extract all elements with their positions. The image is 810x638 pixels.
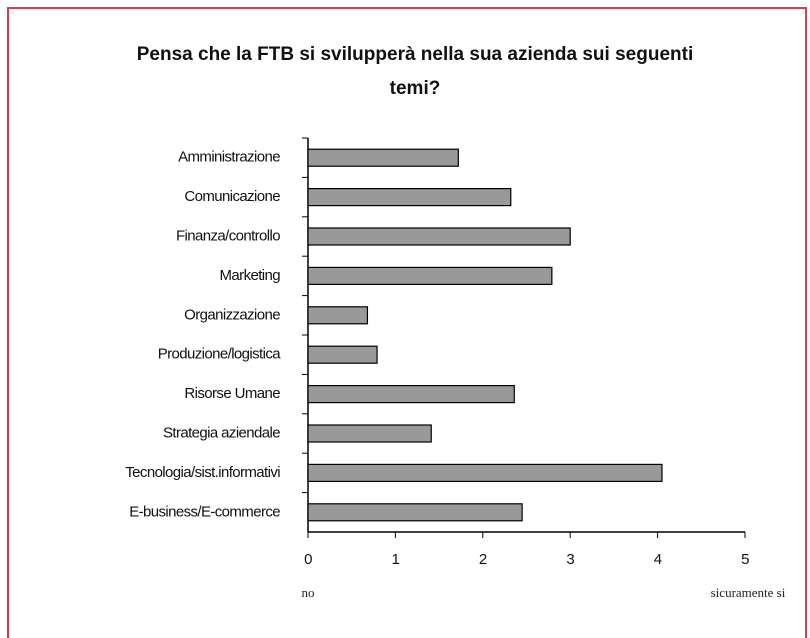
y-tick-label: Risorse Umane (184, 385, 280, 402)
y-tick-label: Finanza/controllo (176, 227, 280, 244)
bar (307, 188, 512, 207)
y-tick-label: Organizzazione (184, 306, 280, 323)
bar (307, 345, 378, 364)
annotation-high: sicuramente si (710, 585, 786, 600)
x-tick-label: 0 (304, 551, 312, 568)
annotation-low: no (301, 585, 315, 600)
bar (307, 306, 369, 325)
x-tick-label: 4 (654, 551, 662, 568)
bar (307, 463, 663, 482)
x-tick-label: 3 (566, 551, 574, 568)
bar (307, 424, 432, 443)
frame (7, 7, 807, 638)
chart-title: Pensa che la FTB si svilupperà nella sua… (136, 44, 694, 99)
x-tick-label: 5 (741, 551, 749, 568)
y-tick-label: E-business/E-commerce (129, 503, 280, 520)
y-tick-label: Produzione/logistica (158, 346, 282, 363)
bar (307, 148, 459, 167)
y-tick-label: Tecnologia/sist.informativi (125, 464, 280, 481)
bar (307, 227, 571, 246)
bar (307, 503, 523, 522)
x-tick-label: 2 (479, 551, 487, 568)
y-tick-label: Amministrazione (178, 149, 280, 166)
y-tick-label: Comunicazione (184, 188, 280, 205)
x-tick-label: 1 (392, 551, 400, 568)
bar (307, 385, 515, 404)
y-tick-label: Strategia aziendale (163, 424, 280, 441)
bar (307, 266, 553, 285)
y-tick-label: Marketing (220, 267, 281, 284)
